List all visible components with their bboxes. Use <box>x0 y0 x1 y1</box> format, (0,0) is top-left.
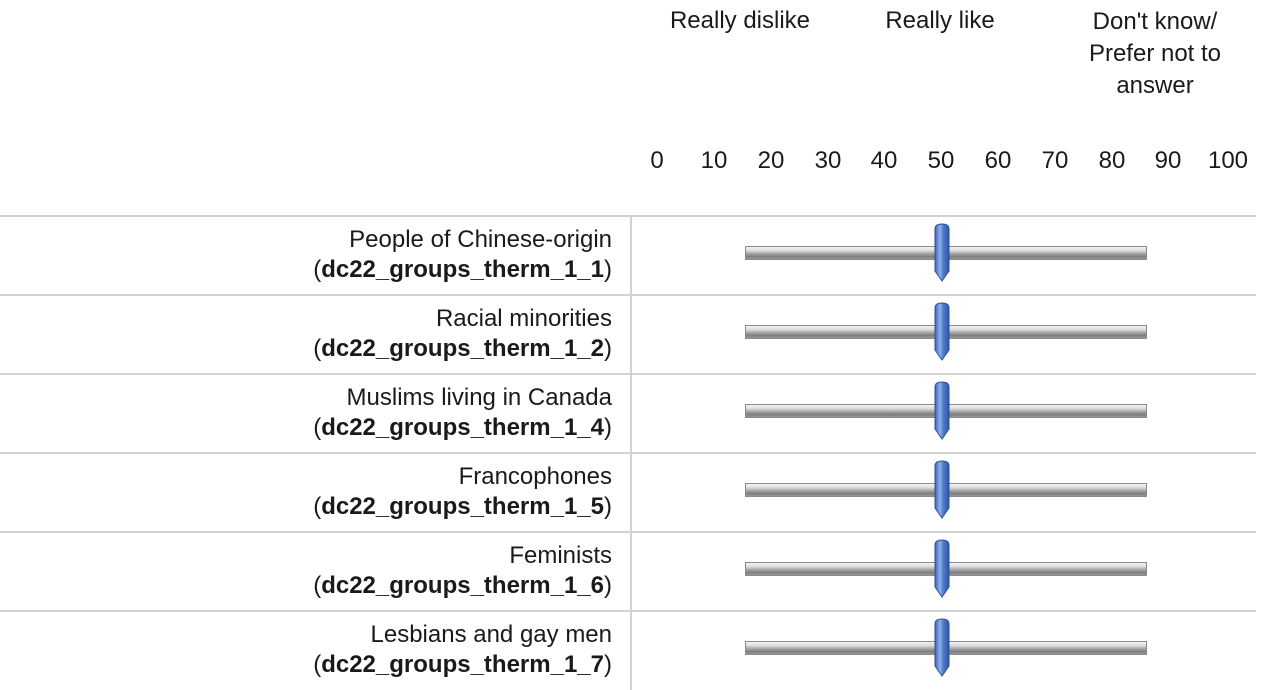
slider-row: Lesbians and gay men (dc22_groups_therm_1… <box>0 610 1256 690</box>
dont-know-label-line-3: answer <box>1116 72 1194 99</box>
variable-name-line: (dc22_groups_therm_1_6) <box>0 571 612 601</box>
paren-close: ) <box>604 256 612 283</box>
slider-handle-icon <box>934 618 950 677</box>
slider-handle-icon <box>934 539 950 598</box>
slider-row: Francophones (dc22_groups_therm_1_5) <box>0 452 1256 531</box>
paren-open: ( <box>313 651 322 678</box>
variable-name-line: (dc22_groups_therm_1_1) <box>0 255 612 285</box>
variable-name: dc22_groups_therm_1_5 <box>321 493 604 520</box>
slider-handle[interactable] <box>932 460 952 520</box>
paren-close: ) <box>604 572 612 599</box>
variable-name-line: (dc22_groups_therm_1_7) <box>0 650 612 680</box>
paren-open: ( <box>313 414 322 441</box>
slider-handle-icon <box>934 381 950 440</box>
paren-close: ) <box>604 493 612 520</box>
slider-handle-icon <box>934 223 950 282</box>
slider-row: Feminists (dc22_groups_therm_1_6) <box>0 531 1256 610</box>
slider-handle-icon <box>934 460 950 519</box>
scale-tick-label: 30 <box>814 147 842 174</box>
dont-know-label-line-1: Don't know/ <box>1092 8 1218 35</box>
slider-row: Racial minorities (dc22_groups_therm_1_2) <box>0 294 1256 373</box>
slider-handle[interactable] <box>932 539 952 599</box>
paren-open: ( <box>313 335 322 362</box>
slider-handle[interactable] <box>932 302 952 362</box>
scale-left-anchor-label: Really dislike <box>669 7 811 34</box>
scale-tick-label: 90 <box>1154 147 1182 174</box>
scale-tick-label: 40 <box>870 147 898 174</box>
group-name: Racial minorities <box>435 305 612 332</box>
scale-tick-label: 0 <box>650 147 664 174</box>
scale-tick-label: 20 <box>757 147 785 174</box>
variable-name: dc22_groups_therm_1_4 <box>321 414 604 441</box>
row-label: Francophones (dc22_groups_therm_1_5) <box>0 454 632 531</box>
scale-tick-label: 10 <box>700 147 728 174</box>
row-label: Lesbians and gay men (dc22_groups_therm_1… <box>0 612 632 690</box>
scale-tick-label: 100 <box>1207 147 1249 174</box>
variable-name: dc22_groups_therm_1_6 <box>321 572 604 599</box>
row-label: Racial minorities (dc22_groups_therm_1_2) <box>0 296 632 373</box>
slider-question-table: People of Chinese-origin (dc22_groups_the… <box>0 215 1256 690</box>
paren-open: ( <box>313 493 322 520</box>
paren-open: ( <box>313 572 322 599</box>
slider-handle[interactable] <box>932 223 952 283</box>
dont-know-column-label: Don't know/ Prefer not to answer <box>1055 6 1255 102</box>
row-label: Muslims living in Canada (dc22_groups_the… <box>0 375 632 452</box>
scale-tick-label: 50 <box>927 147 955 174</box>
variable-name: dc22_groups_therm_1_1 <box>321 256 604 283</box>
variable-name-line: (dc22_groups_therm_1_2) <box>0 334 612 364</box>
variable-name-line: (dc22_groups_therm_1_5) <box>0 492 612 522</box>
variable-name: dc22_groups_therm_1_2 <box>321 335 604 362</box>
scale-tick-label: 80 <box>1098 147 1126 174</box>
row-label: Feminists (dc22_groups_therm_1_6) <box>0 533 632 610</box>
paren-open: ( <box>313 256 322 283</box>
scale-tick-label: 60 <box>984 147 1012 174</box>
group-name: Lesbians and gay men <box>370 621 613 648</box>
slider-handle[interactable] <box>932 381 952 441</box>
slider-handle[interactable] <box>932 618 952 678</box>
slider-row: Muslims living in Canada (dc22_groups_the… <box>0 373 1256 452</box>
scale-tick-label: 70 <box>1041 147 1069 174</box>
variable-name: dc22_groups_therm_1_7 <box>321 651 604 678</box>
scale-right-anchor-label: Really like <box>885 7 995 34</box>
paren-close: ) <box>604 414 612 441</box>
slider-handle-icon <box>934 302 950 361</box>
group-name: Muslims living in Canada <box>346 384 612 411</box>
paren-close: ) <box>604 335 612 362</box>
slider-row: People of Chinese-origin (dc22_groups_the… <box>0 215 1256 294</box>
group-name: Francophones <box>458 463 612 490</box>
group-name: Feminists <box>509 542 612 569</box>
dont-know-label-line-2: Prefer not to <box>1088 40 1222 67</box>
variable-name-line: (dc22_groups_therm_1_4) <box>0 413 612 443</box>
group-name: People of Chinese-origin <box>349 226 612 253</box>
row-label: People of Chinese-origin (dc22_groups_the… <box>0 217 632 294</box>
paren-close: ) <box>604 651 612 678</box>
